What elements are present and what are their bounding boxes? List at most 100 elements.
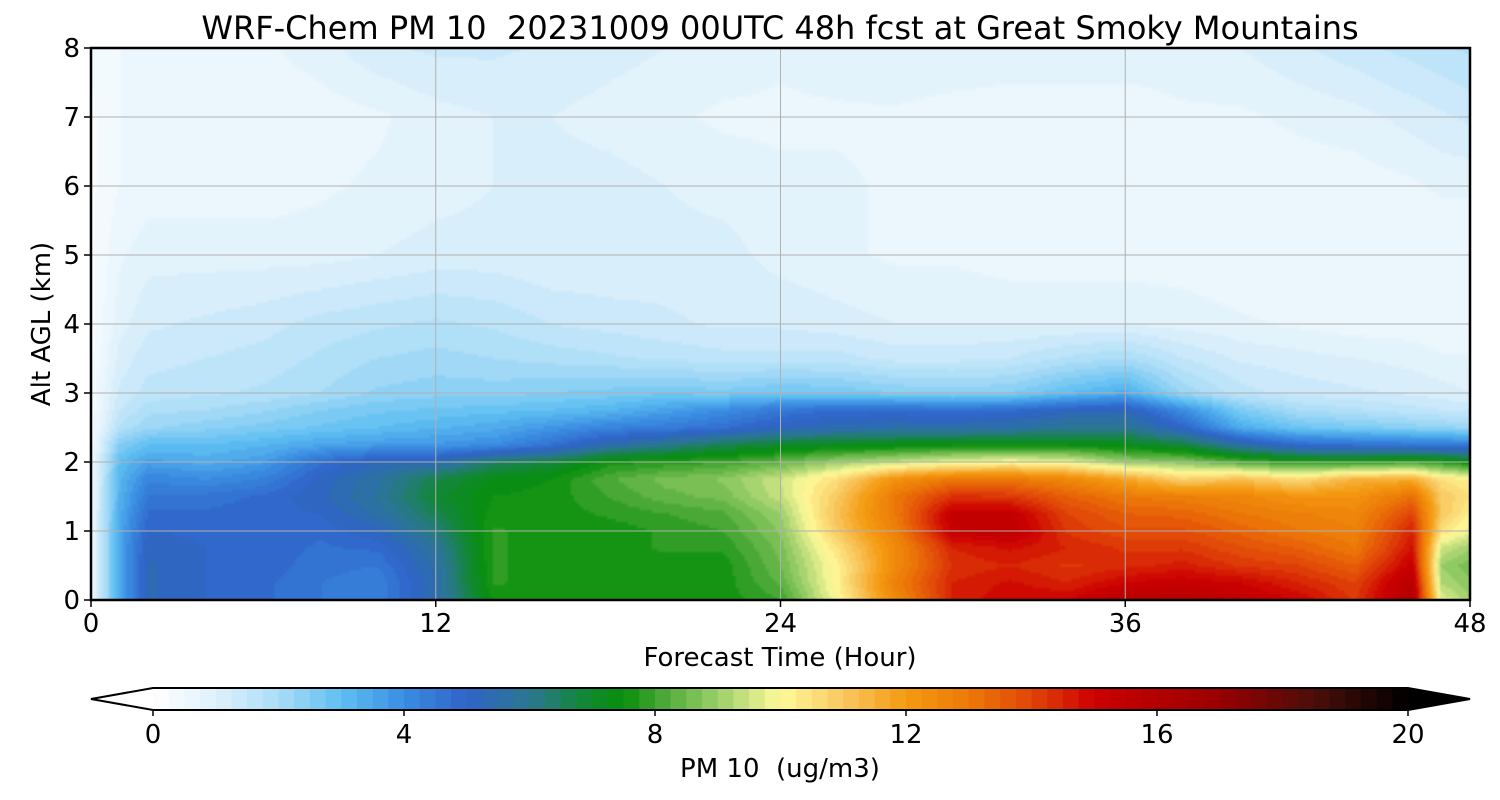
colorbar-swatch: [388, 688, 405, 710]
x-tick-label: 0: [83, 609, 100, 639]
colorbar-swatch: [1062, 688, 1080, 710]
colorbar-swatch: [607, 688, 625, 710]
colorbar-swatch: [733, 688, 750, 710]
colorbar-swatch: [262, 688, 280, 710]
colorbar-extend-max: [1408, 688, 1470, 710]
colorbar-swatch: [513, 688, 531, 710]
x-axis: 0 12 24 36 48: [83, 600, 1487, 639]
y-tick-label: 8: [63, 34, 80, 64]
y-tick-label: 7: [63, 103, 80, 133]
colorbar-label: PM 10 (ug/m3): [680, 754, 880, 784]
x-tick-label: 12: [419, 609, 452, 639]
colorbar-swatch: [670, 688, 687, 710]
colorbar-swatch: [529, 688, 546, 710]
y-tick-label: 3: [63, 379, 80, 409]
colorbar-swatch: [1094, 688, 1111, 710]
colorbar-swatch: [890, 688, 907, 710]
colorbar-swatch: [451, 688, 468, 710]
y-tick-label: 2: [63, 448, 80, 478]
colorbar-swatch: [247, 688, 264, 710]
colorbar-swatch: [1172, 688, 1189, 710]
colorbar-swatch: [294, 688, 311, 710]
colorbar-swatch: [1000, 688, 1017, 710]
colorbar-swatch: [1282, 688, 1299, 710]
colorbar-swatch: [153, 688, 170, 710]
x-axis-label: Forecast Time (Hour): [643, 643, 916, 673]
colorbar-swatch: [937, 688, 954, 710]
colorbar-swatch: [435, 688, 452, 710]
colorbar-swatch: [419, 688, 436, 710]
colorbar-swatch: [466, 688, 484, 710]
colorbar-swatch: [906, 688, 923, 710]
colorbar-swatch: [1345, 688, 1362, 710]
colorbar-swatch: [843, 688, 860, 710]
colorbar-swatch: [1298, 688, 1315, 710]
colorbar-swatch: [200, 688, 217, 710]
colorbar-tick-label: 12: [889, 720, 922, 750]
colorbar-swatch: [780, 688, 797, 710]
colorbar-swatch: [592, 688, 609, 710]
colorbar-swatch: [404, 688, 421, 710]
colorbar-tick-label: 20: [1391, 720, 1424, 750]
colorbar-swatch: [1188, 688, 1205, 710]
colorbar-swatch: [1125, 688, 1142, 710]
colorbar-swatch: [1360, 688, 1378, 710]
colorbar-swatch: [1266, 688, 1284, 710]
colorbar-swatch: [184, 688, 201, 710]
colorbar-swatch: [639, 688, 656, 710]
colorbar-swatch: [655, 688, 672, 710]
y-tick-label: 4: [63, 310, 80, 340]
colorbar-swatch: [498, 688, 515, 710]
colorbar-swatch: [215, 688, 233, 710]
colorbar-swatch: [702, 688, 719, 710]
colorbar-swatch: [482, 688, 499, 710]
x-tick-label: 24: [764, 609, 797, 639]
colorbar-swatch: [858, 688, 876, 710]
colorbar-swatch: [1109, 688, 1127, 710]
colorbar-swatch: [921, 688, 938, 710]
colorbar-swatch: [325, 688, 342, 710]
colorbar-swatch: [1047, 688, 1064, 710]
colorbar-tick-label: 8: [647, 720, 664, 750]
colorbar-swatch: [1376, 688, 1393, 710]
x-tick-label: 36: [1109, 609, 1142, 639]
colorbar-swatch: [1141, 688, 1158, 710]
colorbar-swatch: [796, 688, 813, 710]
colorbar-swatch: [1313, 688, 1331, 710]
colorbar-swatch: [1235, 688, 1252, 710]
colorbar-swatch: [686, 688, 703, 710]
colorbar-swatch: [953, 688, 970, 710]
grid-lines: [91, 48, 1470, 600]
colorbar-swatch: [168, 688, 185, 710]
colorbar-swatch: [874, 688, 891, 710]
y-tick-label: 6: [63, 172, 80, 202]
colorbar-swatch: [560, 688, 578, 710]
colorbar-swatch: [1392, 688, 1409, 710]
colorbar-swatch: [341, 688, 358, 710]
colorbar-swatch: [984, 688, 1001, 710]
colorbar-swatch: [278, 688, 295, 710]
colorbar-swatch: [545, 688, 562, 710]
colorbar-swatch: [356, 688, 374, 710]
colorbar-tick-label: 4: [396, 720, 413, 750]
colorbar-swatch: [717, 688, 735, 710]
colorbar-swatch: [372, 688, 389, 710]
y-tick-label: 5: [63, 241, 80, 271]
colorbar-swatch: [576, 688, 593, 710]
colorbar-swatch: [231, 688, 248, 710]
colorbar-swatch: [1078, 688, 1095, 710]
colorbar-swatch: [1015, 688, 1033, 710]
colorbar-swatch: [764, 688, 782, 710]
colorbar-tick-label: 16: [1140, 720, 1173, 750]
colorbar-swatch: [811, 688, 829, 710]
y-tick-label: 1: [63, 517, 80, 547]
colorbar-swatch: [623, 688, 640, 710]
x-tick-label: 48: [1453, 609, 1486, 639]
chart-title: WRF-Chem PM 10 20231009 00UTC 48h fcst a…: [201, 9, 1358, 47]
colorbar-swatch: [827, 688, 844, 710]
y-axis-label: Alt AGL (km): [27, 242, 57, 406]
colorbar-swatch: [1251, 688, 1268, 710]
colorbar-swatch: [1157, 688, 1174, 710]
colorbar-ticks: 0 4 8 12 16 20: [145, 710, 1425, 750]
